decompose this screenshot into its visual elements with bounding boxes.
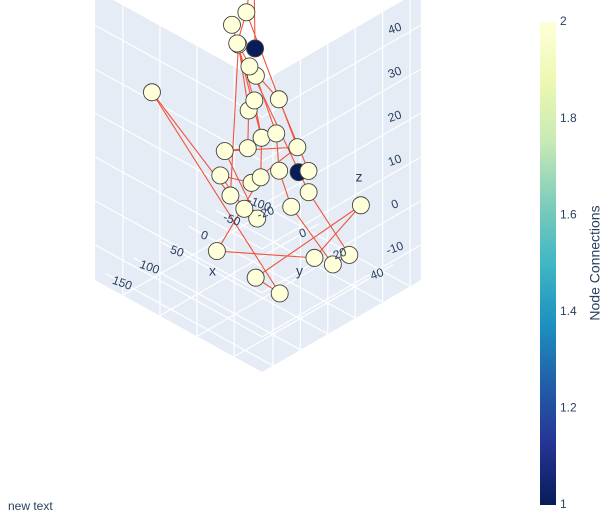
colorbar-tick-label: 1.2 bbox=[560, 401, 577, 415]
node-marker bbox=[207, 242, 226, 261]
node-marker bbox=[270, 284, 289, 303]
edge-line bbox=[245, 12, 298, 148]
node-marker bbox=[246, 268, 265, 287]
edge-line bbox=[216, 250, 315, 259]
grid-line bbox=[94, 24, 263, 118]
x-tick-label: 150 bbox=[110, 273, 134, 293]
z-tick-label: -10 bbox=[384, 238, 405, 257]
grid-lines bbox=[94, 0, 422, 367]
network-nodes bbox=[142, 3, 370, 303]
node-marker bbox=[211, 166, 230, 185]
node-marker bbox=[351, 196, 370, 215]
node-marker bbox=[221, 186, 240, 205]
colorbar-tick-label: 1.8 bbox=[560, 111, 577, 125]
colorbar: 1 1.2 1.4 1.6 1.8 2 Node Connections bbox=[540, 14, 603, 511]
x-axis-title: x bbox=[209, 263, 216, 279]
x-tick-label: 100 bbox=[138, 257, 162, 277]
colorbar-tick-label: 2 bbox=[560, 14, 567, 28]
node-marker bbox=[237, 3, 256, 22]
z-tick-label: 20 bbox=[386, 107, 404, 125]
edge-line bbox=[255, 75, 277, 134]
z-tick-label: 10 bbox=[386, 151, 404, 169]
node-marker bbox=[305, 248, 324, 267]
node-marker bbox=[282, 197, 301, 216]
y-axis-title: y bbox=[296, 263, 303, 279]
annotation-text: new text bbox=[8, 499, 53, 513]
node-marker bbox=[299, 161, 318, 180]
x-tick-label: -50 bbox=[221, 210, 242, 229]
colorbar-title: Node Connections bbox=[587, 205, 603, 320]
z-tick-label: 40 bbox=[386, 19, 404, 37]
z-tick-label: 30 bbox=[386, 63, 404, 81]
y-tick-label: 0 bbox=[297, 225, 308, 241]
grid-line bbox=[261, 200, 422, 294]
node-marker bbox=[270, 161, 289, 180]
edge-line bbox=[290, 206, 334, 265]
y-tick-label: 20 bbox=[331, 244, 349, 262]
x-tick-label: 50 bbox=[168, 242, 186, 260]
node-marker bbox=[323, 255, 342, 274]
node-marker bbox=[267, 124, 286, 143]
edge-line bbox=[314, 204, 362, 259]
node-marker bbox=[240, 57, 259, 76]
grid-line bbox=[261, 112, 422, 206]
y-tick-label: -20 bbox=[255, 203, 276, 222]
colorbar-gradient bbox=[540, 22, 556, 505]
node-marker bbox=[245, 91, 264, 110]
x-tick-label: 0 bbox=[199, 228, 210, 244]
edge-line bbox=[236, 43, 263, 138]
node-marker bbox=[142, 83, 161, 102]
node-marker bbox=[246, 39, 265, 58]
z-axis-title: z bbox=[356, 169, 363, 185]
grid-line bbox=[261, 156, 422, 250]
grid-line bbox=[94, 200, 263, 294]
colorbar-tick-label: 1 bbox=[560, 497, 567, 511]
node-marker bbox=[340, 245, 359, 264]
colorbar-tick-label: 1.4 bbox=[560, 304, 577, 318]
node-marker bbox=[248, 209, 267, 228]
grid-line bbox=[94, 68, 263, 162]
node-marker bbox=[235, 199, 254, 218]
axis-walls bbox=[95, 0, 421, 372]
grid-line bbox=[94, 244, 263, 338]
node-marker bbox=[269, 90, 288, 109]
node-marker bbox=[299, 183, 318, 202]
grid-line bbox=[261, 244, 422, 338]
grid-line bbox=[233, 264, 394, 358]
colorbar-tick-label: 1.6 bbox=[560, 207, 577, 221]
grid-line bbox=[261, 24, 422, 118]
node-marker bbox=[238, 139, 257, 158]
node-marker bbox=[288, 138, 307, 157]
grid-line bbox=[261, 68, 422, 162]
node-marker bbox=[223, 15, 241, 34]
node-marker bbox=[251, 168, 270, 187]
axis-titles: x y z bbox=[209, 169, 363, 279]
edge-line bbox=[224, 146, 298, 152]
edge-line bbox=[151, 91, 281, 294]
grid-line bbox=[159, 223, 320, 317]
edge-line bbox=[255, 204, 362, 279]
y-tick-label: 40 bbox=[368, 265, 386, 283]
grid-line bbox=[94, 156, 263, 250]
edge-line bbox=[229, 44, 239, 196]
node-marker bbox=[215, 142, 234, 160]
z-tick-label: 0 bbox=[389, 196, 400, 212]
node-marker bbox=[228, 34, 247, 53]
edge-line bbox=[308, 191, 350, 256]
